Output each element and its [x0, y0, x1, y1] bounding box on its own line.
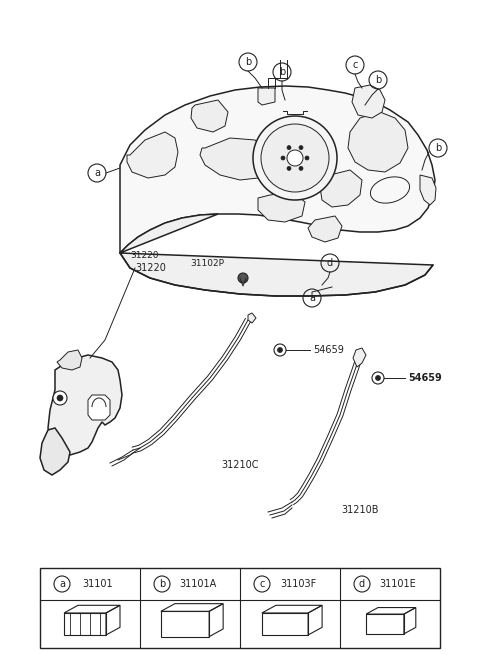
Circle shape	[57, 395, 63, 401]
Text: 31101E: 31101E	[380, 579, 416, 589]
Text: 31220: 31220	[135, 263, 166, 273]
Circle shape	[375, 375, 381, 381]
Circle shape	[305, 156, 309, 160]
Circle shape	[53, 391, 67, 405]
Circle shape	[238, 273, 248, 283]
Polygon shape	[248, 313, 256, 323]
Text: d: d	[327, 258, 333, 268]
Text: 31210C: 31210C	[221, 460, 259, 470]
Text: d: d	[359, 579, 365, 589]
Text: a: a	[94, 168, 100, 178]
Polygon shape	[258, 192, 305, 222]
Text: 54659: 54659	[313, 345, 344, 355]
Text: 31102P: 31102P	[190, 259, 224, 267]
Text: b: b	[375, 75, 381, 85]
Circle shape	[261, 124, 329, 192]
Circle shape	[253, 116, 337, 200]
Circle shape	[277, 348, 283, 352]
Polygon shape	[48, 355, 122, 455]
Text: c: c	[352, 60, 358, 70]
Circle shape	[287, 145, 291, 149]
Text: 31210B: 31210B	[341, 505, 379, 515]
Circle shape	[299, 145, 303, 149]
Circle shape	[274, 344, 286, 356]
Text: b: b	[245, 57, 251, 67]
Circle shape	[287, 150, 303, 166]
Text: 31101A: 31101A	[180, 579, 216, 589]
Circle shape	[299, 166, 303, 170]
Circle shape	[372, 372, 384, 384]
Polygon shape	[127, 132, 178, 178]
Text: 31101: 31101	[83, 579, 113, 589]
Polygon shape	[88, 395, 110, 420]
Polygon shape	[348, 112, 408, 172]
Text: b: b	[279, 67, 285, 77]
Text: b: b	[159, 579, 165, 589]
Text: 31220: 31220	[131, 250, 159, 259]
Polygon shape	[57, 350, 82, 370]
Polygon shape	[258, 88, 275, 105]
Text: c: c	[259, 579, 264, 589]
Polygon shape	[353, 348, 366, 367]
Text: a: a	[309, 293, 315, 303]
Bar	[40, 568, 440, 648]
Text: 31103F: 31103F	[280, 579, 316, 589]
Circle shape	[281, 156, 285, 160]
Text: 54659: 54659	[408, 373, 442, 383]
Polygon shape	[352, 85, 385, 118]
Polygon shape	[191, 100, 228, 132]
Circle shape	[287, 166, 291, 170]
Polygon shape	[120, 214, 433, 296]
Polygon shape	[308, 216, 342, 242]
Polygon shape	[420, 175, 436, 205]
Text: a: a	[59, 579, 65, 589]
Text: b: b	[435, 143, 441, 153]
Polygon shape	[200, 138, 270, 180]
Polygon shape	[40, 428, 70, 475]
Polygon shape	[263, 140, 298, 172]
Polygon shape	[120, 86, 435, 253]
Polygon shape	[320, 170, 362, 207]
